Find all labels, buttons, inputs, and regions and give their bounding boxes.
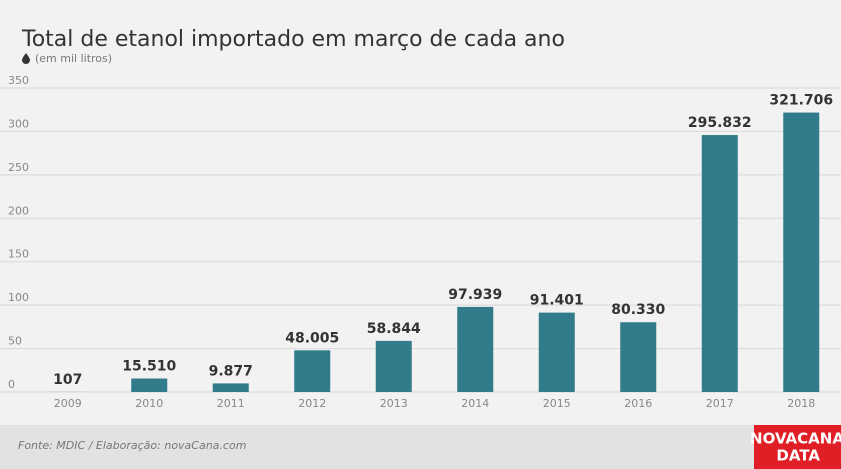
y-tick-label: 0	[8, 378, 15, 391]
bar	[375, 340, 412, 392]
y-tick-label: 50	[8, 335, 22, 348]
x-tick-label: 2016	[624, 397, 652, 410]
logo	[754, 425, 841, 469]
chart-title: Total de etanol importado em março de ca…	[21, 27, 565, 52]
footer-band	[0, 425, 841, 469]
x-tick-label: 2015	[543, 397, 571, 410]
drop-icon	[22, 53, 30, 64]
y-tick-label: 350	[8, 74, 29, 87]
x-tick-label: 2018	[787, 397, 815, 410]
source: Fonte: MDIC / Elaboração: novaCana.com	[18, 439, 246, 452]
logo-top: NOVACANA	[750, 430, 841, 448]
bar	[212, 383, 249, 392]
x-tick-label: 2017	[706, 397, 734, 410]
value-label: 91.401	[530, 293, 584, 309]
subtitle: (em mil litros)	[35, 52, 112, 65]
bar	[538, 312, 575, 392]
x-tick-label: 2009	[54, 397, 82, 410]
value-label: 97.939	[448, 287, 502, 303]
bar	[457, 306, 494, 392]
y-tick-label: 100	[8, 291, 29, 304]
bar	[131, 378, 168, 392]
bar	[701, 135, 738, 393]
x-tick-label: 2012	[298, 397, 326, 410]
y-tick-label: 150	[8, 248, 29, 261]
bar	[783, 112, 820, 392]
y-tick-label: 300	[8, 117, 29, 130]
x-tick-label: 2010	[135, 397, 163, 410]
value-label: 9.877	[209, 363, 253, 379]
value-label: 295.832	[688, 115, 752, 131]
x-tick-label: 2014	[461, 397, 489, 410]
value-label: 48.005	[285, 330, 339, 346]
value-label: 15.510	[122, 359, 176, 375]
y-tick-label: 250	[8, 161, 29, 174]
value-label: 80.330	[611, 302, 665, 318]
logo-bottom: DATA	[776, 447, 820, 465]
value-label: 321.706	[769, 93, 833, 109]
x-tick-label: 2013	[380, 397, 408, 410]
value-label: 107	[53, 372, 82, 388]
x-tick-label: 2011	[217, 397, 245, 410]
bar	[294, 350, 331, 392]
value-label: 58.844	[367, 321, 421, 337]
y-tick-label: 200	[8, 204, 29, 217]
bar	[620, 322, 657, 392]
